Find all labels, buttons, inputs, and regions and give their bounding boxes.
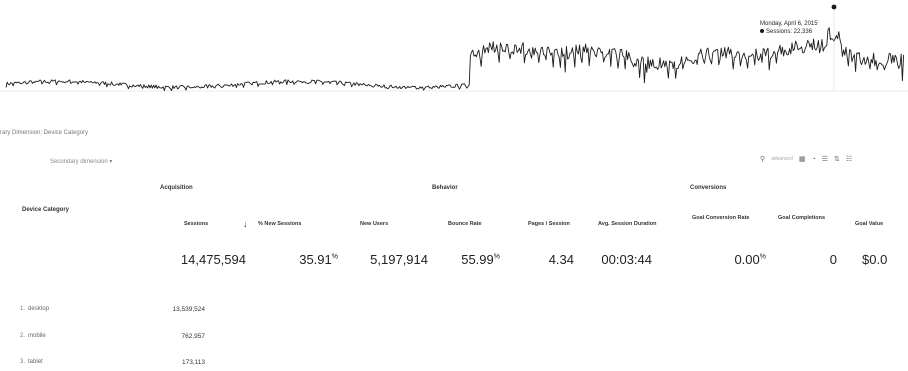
sessions-series-line <box>5 27 905 92</box>
table-row-label[interactable]: 3. tablet <box>20 359 43 365</box>
series-dot-icon <box>760 29 764 34</box>
comparison-view-icon[interactable]: ⇅ <box>833 156 840 163</box>
col-avg-duration[interactable]: Avg. Session Duration <box>598 221 657 227</box>
chart-tooltip: Monday, April 6, 2015 Sessions: 22,336 <box>760 20 818 36</box>
total-bounce-rate-value: 55.99 <box>461 252 494 267</box>
row-number: 2. <box>20 333 26 339</box>
col-sessions[interactable]: Sessions <box>184 221 209 227</box>
total-goal-completions: 0 <box>829 252 837 267</box>
table-row-label[interactable]: 2. mobile <box>20 333 46 339</box>
table-toolbar: ⚲ advanced ▦ ◔ ☰ ⇅ ☷ <box>760 153 852 165</box>
secondary-dimension-dropdown[interactable]: Secondary dimension ▾ <box>50 159 113 165</box>
total-goal-value: $0.0 <box>862 252 888 267</box>
tooltip-point[interactable] <box>831 4 837 10</box>
tooltip-date: Monday, April 6, 2015 <box>760 21 818 27</box>
row-sessions-value: 173,113 <box>181 359 205 366</box>
pivot-view-icon[interactable]: ☷ <box>845 156 853 163</box>
total-goal-conversion-rate-unit: % <box>759 253 766 261</box>
performance-view-icon[interactable]: ☰ <box>821 156 828 163</box>
table-row-label[interactable]: 1. desktop <box>20 306 49 312</box>
pie-view-icon[interactable]: ◔ <box>811 155 816 163</box>
tooltip-value: Sessions: 22,336 <box>760 28 818 36</box>
row-sessions-value: 762,957 <box>181 333 206 340</box>
total-new-users: 5,197,914 <box>370 252 428 267</box>
total-avg-duration: 00:03:44 <box>601 252 652 267</box>
col-goal-conversion-rate[interactable]: Goal Conversion Rate <box>692 215 750 221</box>
row-dimension-value[interactable]: desktop <box>28 306 50 312</box>
total-bounce-rate: 55.99% <box>440 252 500 267</box>
search-input[interactable]: advanced <box>771 156 793 162</box>
total-goal-conversion-rate-value: 0.00 <box>734 252 760 267</box>
sort-desc-icon[interactable]: ↓ <box>243 219 248 229</box>
col-new-users[interactable]: New Users <box>360 221 389 227</box>
group-conversions: Conversions <box>690 185 727 191</box>
total-pages-session: 4.34 <box>548 252 574 267</box>
dimension-header[interactable]: Device Category <box>22 207 70 213</box>
group-acquisition: Acquisition <box>160 185 193 191</box>
total-bounce-rate-unit: % <box>493 253 500 261</box>
col-bounce-rate[interactable]: Bounce Rate <box>448 221 482 227</box>
total-new-sessions: 35.91% <box>270 252 338 267</box>
col-goal-completions[interactable]: Goal Completions <box>778 215 826 221</box>
grid-view-icon[interactable]: ▦ <box>798 156 806 163</box>
total-goal-conversion-rate: 0.00% <box>700 252 766 267</box>
row-dimension-value[interactable]: tablet <box>28 359 43 365</box>
sessions-line-chart[interactable] <box>0 0 908 108</box>
col-new-sessions[interactable]: % New Sessions <box>258 221 302 227</box>
total-new-sessions-unit: % <box>331 253 338 261</box>
row-dimension-value[interactable]: mobile <box>28 333 46 339</box>
breadcrumb: rary Dimension: Device Category <box>0 130 89 136</box>
total-new-sessions-value: 35.91 <box>299 252 332 267</box>
search-icon[interactable]: ⚲ <box>760 156 766 163</box>
col-pages-session[interactable]: Pages / Session <box>528 221 570 227</box>
row-number: 3. <box>20 359 26 365</box>
total-sessions: 14,475,594 <box>180 252 246 267</box>
row-sessions-value: 13,539,524 <box>172 306 205 313</box>
group-behavior: Behavior <box>432 185 458 191</box>
row-number: 1. <box>20 306 26 312</box>
col-goal-value[interactable]: Goal Value <box>855 221 884 227</box>
tooltip-value-text: Sessions: 22,336 <box>766 29 813 35</box>
